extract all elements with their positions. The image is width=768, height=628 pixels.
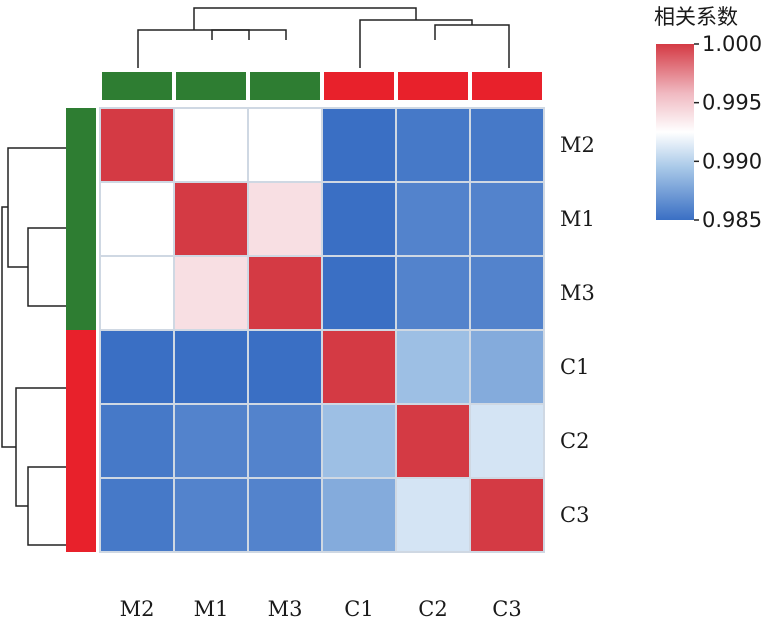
row-dendrogram bbox=[1, 147, 66, 546]
column-labels: M2 M1 M3 C1 C2 C3 bbox=[120, 597, 522, 621]
heatmap-cell-c3-m2 bbox=[101, 479, 173, 551]
heatmap-cell-c2-m2 bbox=[101, 405, 173, 477]
colorbar-title: 相关系数 bbox=[654, 5, 738, 29]
row-labels: M2 M1 M3 C1 C2 C3 bbox=[560, 133, 595, 527]
heatmap-cell-m3-c3 bbox=[471, 257, 543, 329]
row-label-c3: C3 bbox=[560, 503, 589, 527]
heatmap-cell-c3-m3 bbox=[249, 479, 321, 551]
heatmap-cell-m3-c2 bbox=[397, 257, 469, 329]
heatmap-cell-m1-c1 bbox=[323, 183, 395, 255]
heatmap-cell-m3-c1 bbox=[323, 257, 395, 329]
heatmap-cell-c3-c2 bbox=[397, 479, 469, 551]
heatmap-cell-m3-m2 bbox=[101, 257, 173, 329]
column-group-bar-c3 bbox=[468, 68, 546, 104]
heatmap-cell-m3-m1 bbox=[175, 257, 247, 329]
heatmap-cell-m1-c3 bbox=[471, 183, 543, 255]
heatmap-cells bbox=[99, 107, 545, 553]
heatmap-cell-c3-c3 bbox=[471, 479, 543, 551]
heatmap-cell-m1-m3 bbox=[249, 183, 321, 255]
row-label-m2: M2 bbox=[560, 133, 595, 157]
colorbar-ticks: 1.000 0.995 0.990 0.985 bbox=[694, 32, 762, 232]
colorbar: 相关系数 1.000 0.995 0.990 0.985 bbox=[654, 5, 762, 232]
heatmap-cell-m2-c1 bbox=[323, 109, 395, 181]
colorbar-tick-label: 0.995 bbox=[702, 91, 762, 115]
heatmap-cell-c2-m3 bbox=[249, 405, 321, 477]
row-group-bar-m1 bbox=[66, 182, 96, 256]
column-group-bar-m2 bbox=[98, 68, 176, 104]
row-label-c1: C1 bbox=[560, 355, 589, 379]
heatmap-grid-background bbox=[99, 107, 545, 553]
heatmap-cell-c3-c1 bbox=[323, 479, 395, 551]
colorbar-tick-label: 1.000 bbox=[702, 32, 762, 56]
row-label-m1: M1 bbox=[560, 207, 595, 231]
column-label-m2: M2 bbox=[120, 597, 155, 621]
row-group-bar-c3 bbox=[66, 478, 96, 552]
heatmap-cell-m1-m2 bbox=[101, 183, 173, 255]
heatmap-cell-c1-m1 bbox=[175, 331, 247, 403]
column-dendrogram bbox=[137, 7, 510, 70]
column-group-bar-c1 bbox=[320, 68, 398, 104]
row-group-bar-m3 bbox=[66, 256, 96, 330]
column-group-bar-m3 bbox=[246, 68, 324, 104]
colorbar-tick-label: 0.985 bbox=[702, 208, 762, 232]
heatmap-cell-m2-m2 bbox=[101, 109, 173, 181]
row-label-m3: M3 bbox=[560, 281, 595, 305]
heatmap-cell-c1-c2 bbox=[397, 331, 469, 403]
heatmap-cell-m2-c3 bbox=[471, 109, 543, 181]
heatmap-cell-c2-c3 bbox=[471, 405, 543, 477]
row-group-bar-c1 bbox=[66, 330, 96, 404]
heatmap-cell-m1-c2 bbox=[397, 183, 469, 255]
heatmap-cell-c2-c2 bbox=[397, 405, 469, 477]
column-group-bar-m1 bbox=[172, 68, 250, 104]
heatmap-cell-m2-m3 bbox=[249, 109, 321, 181]
heatmap-cell-c1-c3 bbox=[471, 331, 543, 403]
row-label-c2: C2 bbox=[560, 429, 589, 453]
heatmap-cell-m1-m1 bbox=[175, 183, 247, 255]
row-group-bars bbox=[66, 108, 96, 552]
column-label-c2: C2 bbox=[418, 597, 447, 621]
heatmap-cell-c1-m3 bbox=[249, 331, 321, 403]
heatmap-cell-m2-m1 bbox=[175, 109, 247, 181]
heatmap-cell-c1-m2 bbox=[101, 331, 173, 403]
row-group-bar-m2 bbox=[66, 108, 96, 182]
column-label-c3: C3 bbox=[492, 597, 521, 621]
heatmap-cell-m3-m3 bbox=[249, 257, 321, 329]
column-label-m3: M3 bbox=[268, 597, 303, 621]
row-group-bar-c2 bbox=[66, 404, 96, 478]
colorbar-tick-label: 0.990 bbox=[702, 149, 762, 173]
heatmap-cell-c1-c1 bbox=[323, 331, 395, 403]
heatmap-cell-c2-m1 bbox=[175, 405, 247, 477]
heatmap-cell-m2-c2 bbox=[397, 109, 469, 181]
column-group-bar-c2 bbox=[394, 68, 472, 104]
heatmap-cell-c2-c1 bbox=[323, 405, 395, 477]
column-group-bars bbox=[98, 68, 546, 104]
colorbar-gradient bbox=[656, 44, 694, 220]
column-label-m1: M1 bbox=[194, 597, 229, 621]
column-label-c1: C1 bbox=[344, 597, 373, 621]
heatmap-cell-c3-m1 bbox=[175, 479, 247, 551]
